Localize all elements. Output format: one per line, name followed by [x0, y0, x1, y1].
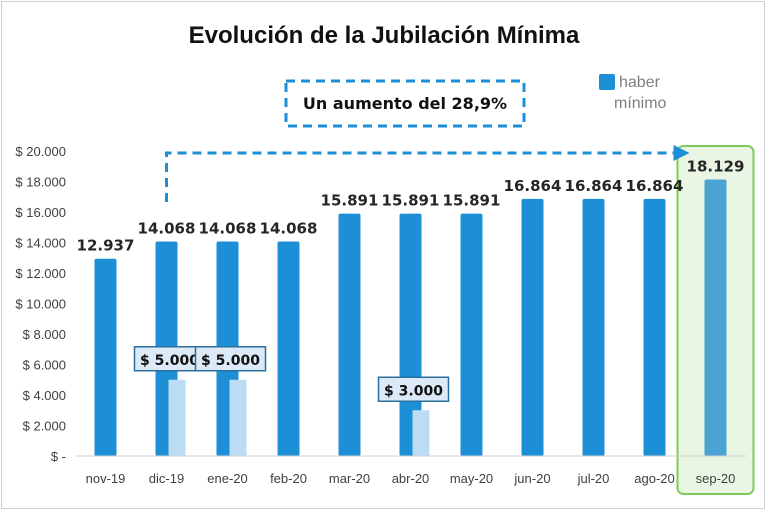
- bonus-label: $ 5.000: [140, 353, 199, 369]
- data-label: 18.129: [687, 158, 745, 176]
- y-tick-label: $ 16.000: [15, 205, 66, 220]
- bar: [704, 179, 727, 456]
- y-tick-label: $ 14.000: [15, 236, 66, 251]
- x-tick-label: ago-20: [634, 471, 674, 486]
- x-tick-label: mar-20: [329, 471, 370, 486]
- y-tick-label: $ 12.000: [15, 266, 66, 281]
- bonus-bar: [412, 410, 430, 456]
- bar: [582, 198, 605, 456]
- bonus-label-box: [133, 346, 206, 372]
- annotation-arrowhead-icon: [673, 145, 690, 161]
- y-tick-label: $ 2.000: [23, 419, 66, 434]
- data-label: 15.891: [443, 192, 501, 210]
- bar: [277, 241, 300, 456]
- x-tick-label: may-20: [450, 471, 493, 486]
- x-tick-label: ene-20: [207, 471, 247, 486]
- annotation-arrow-line: [165, 151, 676, 202]
- y-tick-label: $ 10.000: [15, 297, 66, 312]
- x-tick-label: jul-20: [577, 471, 610, 486]
- bonus-label-box: [377, 376, 450, 402]
- data-label: 14.068: [199, 219, 257, 237]
- x-tick-label: jun-20: [513, 471, 550, 486]
- x-tick-label: nov-19: [86, 471, 126, 486]
- bar: [643, 198, 666, 456]
- data-label: 14.068: [260, 219, 318, 237]
- bar: [460, 213, 483, 456]
- y-tick-label: $ 6.000: [23, 358, 66, 373]
- bonus-label: $ 3.000: [384, 383, 443, 399]
- data-label: 12.937: [77, 237, 135, 255]
- y-tick-label: $ 18.000: [15, 175, 66, 190]
- data-label: 16.864: [504, 177, 562, 195]
- chart-title: Evolución de la Jubilación Mínima: [188, 22, 580, 49]
- annotation-box: [284, 79, 526, 128]
- legend-label-line1: haber: [619, 74, 661, 91]
- data-label: 14.068: [138, 219, 196, 237]
- bar: [338, 213, 361, 456]
- data-label: 16.864: [626, 177, 684, 195]
- bonus-bar: [168, 379, 186, 456]
- y-tick-label: $ 8.000: [23, 327, 66, 342]
- bonus-label-box: [194, 346, 267, 372]
- x-tick-label: sep-20: [696, 471, 736, 486]
- x-tick-label: abr-20: [392, 471, 430, 486]
- data-label: 15.891: [321, 192, 379, 210]
- bar: [521, 198, 544, 456]
- x-tick-label: dic-19: [149, 471, 184, 486]
- y-tick-label: $ 4.000: [23, 388, 66, 403]
- legend-swatch: [599, 74, 615, 90]
- data-label: 16.864: [565, 177, 623, 195]
- y-tick-label: $ 20.000: [15, 144, 66, 159]
- legend-label-line2: mínimo: [614, 95, 667, 112]
- bonus-bar: [229, 379, 247, 456]
- annotation-text: Un aumento del 28,9%: [303, 94, 507, 113]
- bonus-label: $ 5.000: [201, 353, 260, 369]
- x-tick-label: feb-20: [270, 471, 307, 486]
- bar: [94, 258, 117, 456]
- y-tick-label: $ -: [51, 449, 66, 464]
- data-label: 15.891: [382, 192, 440, 210]
